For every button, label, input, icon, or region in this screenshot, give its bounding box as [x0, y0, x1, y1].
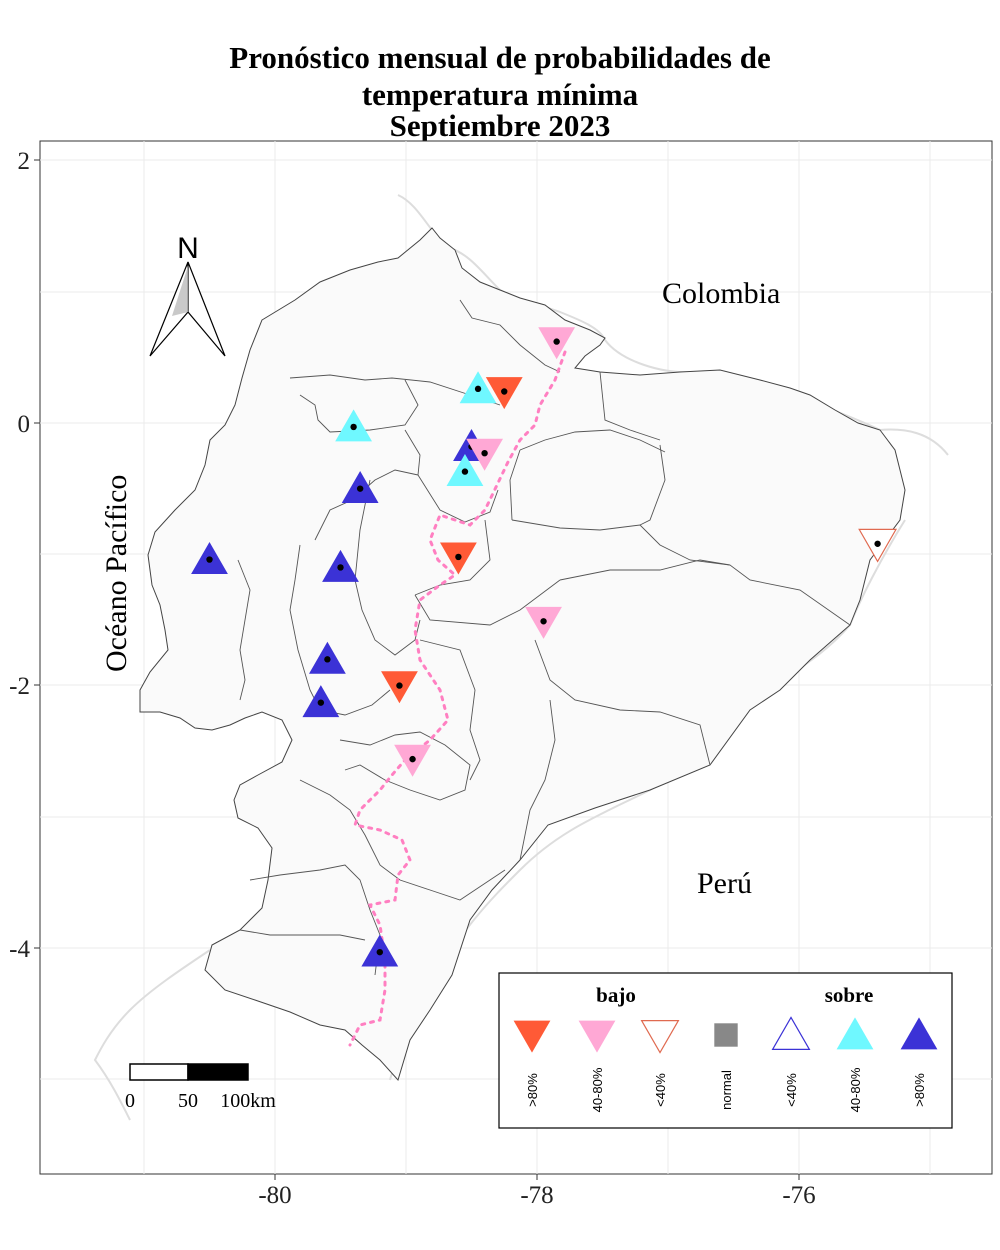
y-tick-label: 2	[18, 148, 31, 175]
legend-label: >80%	[525, 1073, 540, 1107]
y-tick-label: -4	[9, 936, 30, 963]
legend-heading-bajo: bajo	[596, 983, 636, 1007]
station-marker	[322, 549, 359, 582]
legend-label: <40%	[784, 1073, 799, 1107]
legend-item: >80%	[513, 1020, 551, 1107]
climate-region-boundary	[348, 350, 567, 1047]
peru-coast	[93, 949, 211, 1121]
legend-symbol	[771, 1016, 811, 1051]
axis-y: 2 0 -2 -4	[9, 148, 40, 963]
scale-label-50: 50	[178, 1090, 198, 1112]
scale-label-100: 100km	[220, 1090, 276, 1112]
legend-symbol	[714, 1023, 738, 1047]
scale-label-0: 0	[125, 1090, 135, 1112]
map-title-line-1: Pronóstico mensual de probabilidades de	[229, 40, 771, 75]
station-dot	[540, 618, 547, 625]
province-borders	[237, 299, 851, 976]
legend-label: 40-80%	[848, 1067, 863, 1112]
legend-symbol	[513, 1020, 551, 1053]
station-dot	[481, 449, 488, 457]
station-dot	[317, 699, 325, 706]
legend-item: <40%	[640, 1019, 680, 1107]
stations-layer	[191, 327, 898, 967]
station-marker	[459, 371, 497, 404]
station-dot	[874, 540, 881, 547]
legend-label: >80%	[912, 1073, 927, 1107]
legend-items: >80% 40-80% <40% normal <40% 40-80% >80%	[513, 1016, 938, 1112]
station-marker	[466, 438, 503, 471]
station-marker	[485, 377, 523, 410]
label-colombia: Colombia	[662, 277, 780, 310]
station-dot	[337, 564, 344, 571]
scale-bar: 0 50 100km	[125, 1063, 276, 1112]
x-tick-label: -80	[258, 1182, 291, 1209]
label-ocean: Océano Pacífico	[100, 475, 133, 672]
legend-symbol	[640, 1019, 680, 1054]
legend-item: 40-80%	[578, 1020, 616, 1112]
legend-symbol	[900, 1017, 938, 1050]
station-dot	[474, 385, 482, 393]
y-tick-label: 0	[18, 411, 31, 438]
legend-item: normal	[714, 1023, 738, 1110]
map-title-line-2: temperatura mínima	[361, 77, 639, 112]
x-tick-label: -78	[520, 1182, 553, 1209]
station-marker	[381, 671, 418, 704]
legend-item: 40-80%	[836, 1017, 874, 1112]
x-tick-label: -76	[782, 1182, 815, 1209]
north-arrow: N	[149, 232, 226, 357]
station-marker	[302, 685, 340, 718]
legend: bajo sobre >80% 40-80% <40% normal <40% 40-80…	[498, 972, 953, 1129]
station-marker	[525, 606, 562, 639]
station-dot	[396, 682, 403, 689]
y-tick-label: -2	[9, 673, 30, 700]
station-marker	[309, 641, 346, 674]
legend-item: <40%	[771, 1016, 811, 1107]
station-dot	[461, 468, 469, 475]
north-label: N	[177, 232, 199, 265]
station-dot	[324, 656, 331, 663]
station-dot	[356, 485, 364, 492]
label-peru: Perú	[697, 867, 752, 900]
colombia-border	[397, 194, 949, 456]
station-marker	[538, 327, 576, 360]
legend-symbol	[836, 1017, 874, 1050]
station-dot	[455, 553, 462, 561]
station-marker	[341, 471, 379, 504]
station-dot	[350, 423, 357, 431]
legend-heading-sobre: sobre	[825, 983, 874, 1007]
station-dot	[376, 948, 383, 956]
legend-label: normal	[719, 1070, 734, 1110]
station-dot	[206, 556, 213, 563]
station-marker	[191, 541, 228, 574]
legend-label: <40%	[653, 1073, 668, 1107]
station-dot	[501, 388, 508, 395]
station-marker	[361, 934, 399, 967]
station-marker	[335, 409, 372, 442]
station-marker	[440, 542, 477, 575]
legend-box	[498, 972, 953, 1129]
legend-item: >80%	[900, 1017, 938, 1107]
station-dot	[553, 338, 560, 345]
station-marker	[446, 453, 484, 486]
map-title-line-3: Septiembre 2023	[389, 108, 611, 143]
station-dot	[409, 755, 416, 763]
station-marker	[858, 528, 898, 563]
ecuador-outline	[139, 227, 906, 1081]
legend-symbol	[578, 1020, 616, 1053]
station-marker	[394, 744, 431, 777]
legend-label: 40-80%	[590, 1067, 605, 1112]
axis-x: -80 -78 -76	[258, 1174, 816, 1209]
